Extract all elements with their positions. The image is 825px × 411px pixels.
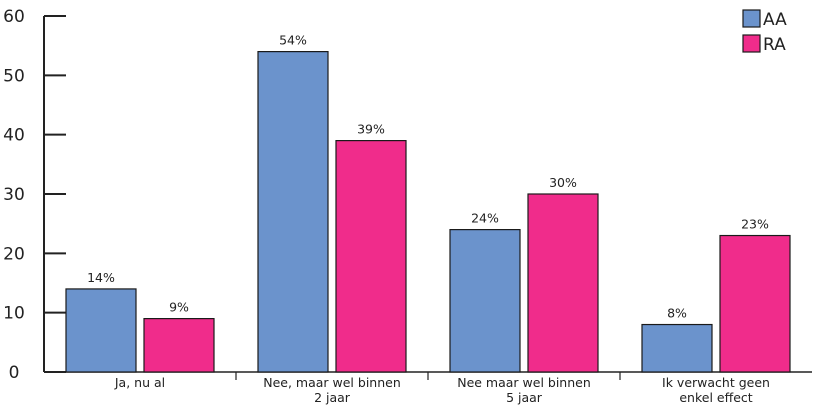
y-tick-label: 30 [3,185,25,205]
x-category-label: Nee maar wel binnen 5 jaar [457,375,591,405]
y-tick-label: 60 [3,7,25,27]
y-tick-label: 40 [3,126,25,146]
data-label: 14% [87,270,115,285]
y-tick-label: 20 [3,244,25,264]
bar-aa [641,323,713,373]
data-labels: 14% 54% 24% 8% 9% 39% 30% 23% [87,33,769,321]
x-category-label-line: Ja, nu al [114,375,165,390]
data-label: 30% [549,175,577,190]
legend-label-aa: AA [763,10,787,30]
legend: AA RA [742,9,787,55]
bar-aa [257,50,329,373]
y-tick-label: 50 [3,66,25,86]
x-axis: Ja, nu al Nee, maar wel binnen 2 jaar Nee m… [44,371,812,405]
data-label: 23% [741,217,769,232]
bar-ra [527,193,599,373]
y-tick-label: 0 [9,363,20,383]
bars [65,50,791,373]
x-category-label: Ja, nu al [114,375,165,390]
bar-aa [449,229,521,373]
bar-ra [143,318,215,373]
data-label: 24% [471,211,499,226]
x-category-label: Nee, maar wel binnen 2 jaar [263,375,401,405]
x-category-label-line: 2 jaar [314,390,351,405]
legend-swatch-aa [742,9,761,28]
x-category-label: Ik verwacht geen enkel effect [662,375,770,405]
data-label: 9% [169,300,189,315]
x-category-label-line: Nee, maar wel binnen [263,375,401,390]
x-category-label-line: Nee maar wel binnen [457,375,591,390]
x-category-label-line: Ik verwacht geen [662,375,770,390]
x-category-label-line: enkel effect [679,390,752,405]
data-label: 54% [279,33,307,48]
bar-aa [65,288,137,373]
y-axis: 0 10 20 30 40 50 60 [3,7,66,383]
data-label: 8% [667,306,687,321]
legend-swatch-ra [742,34,761,53]
y-tick-label: 10 [3,304,25,324]
legend-label-ra: RA [763,35,786,55]
bar-ra [719,234,791,373]
x-category-label-line: 5 jaar [506,390,543,405]
data-label: 39% [357,122,385,137]
bar-ra [335,140,407,373]
